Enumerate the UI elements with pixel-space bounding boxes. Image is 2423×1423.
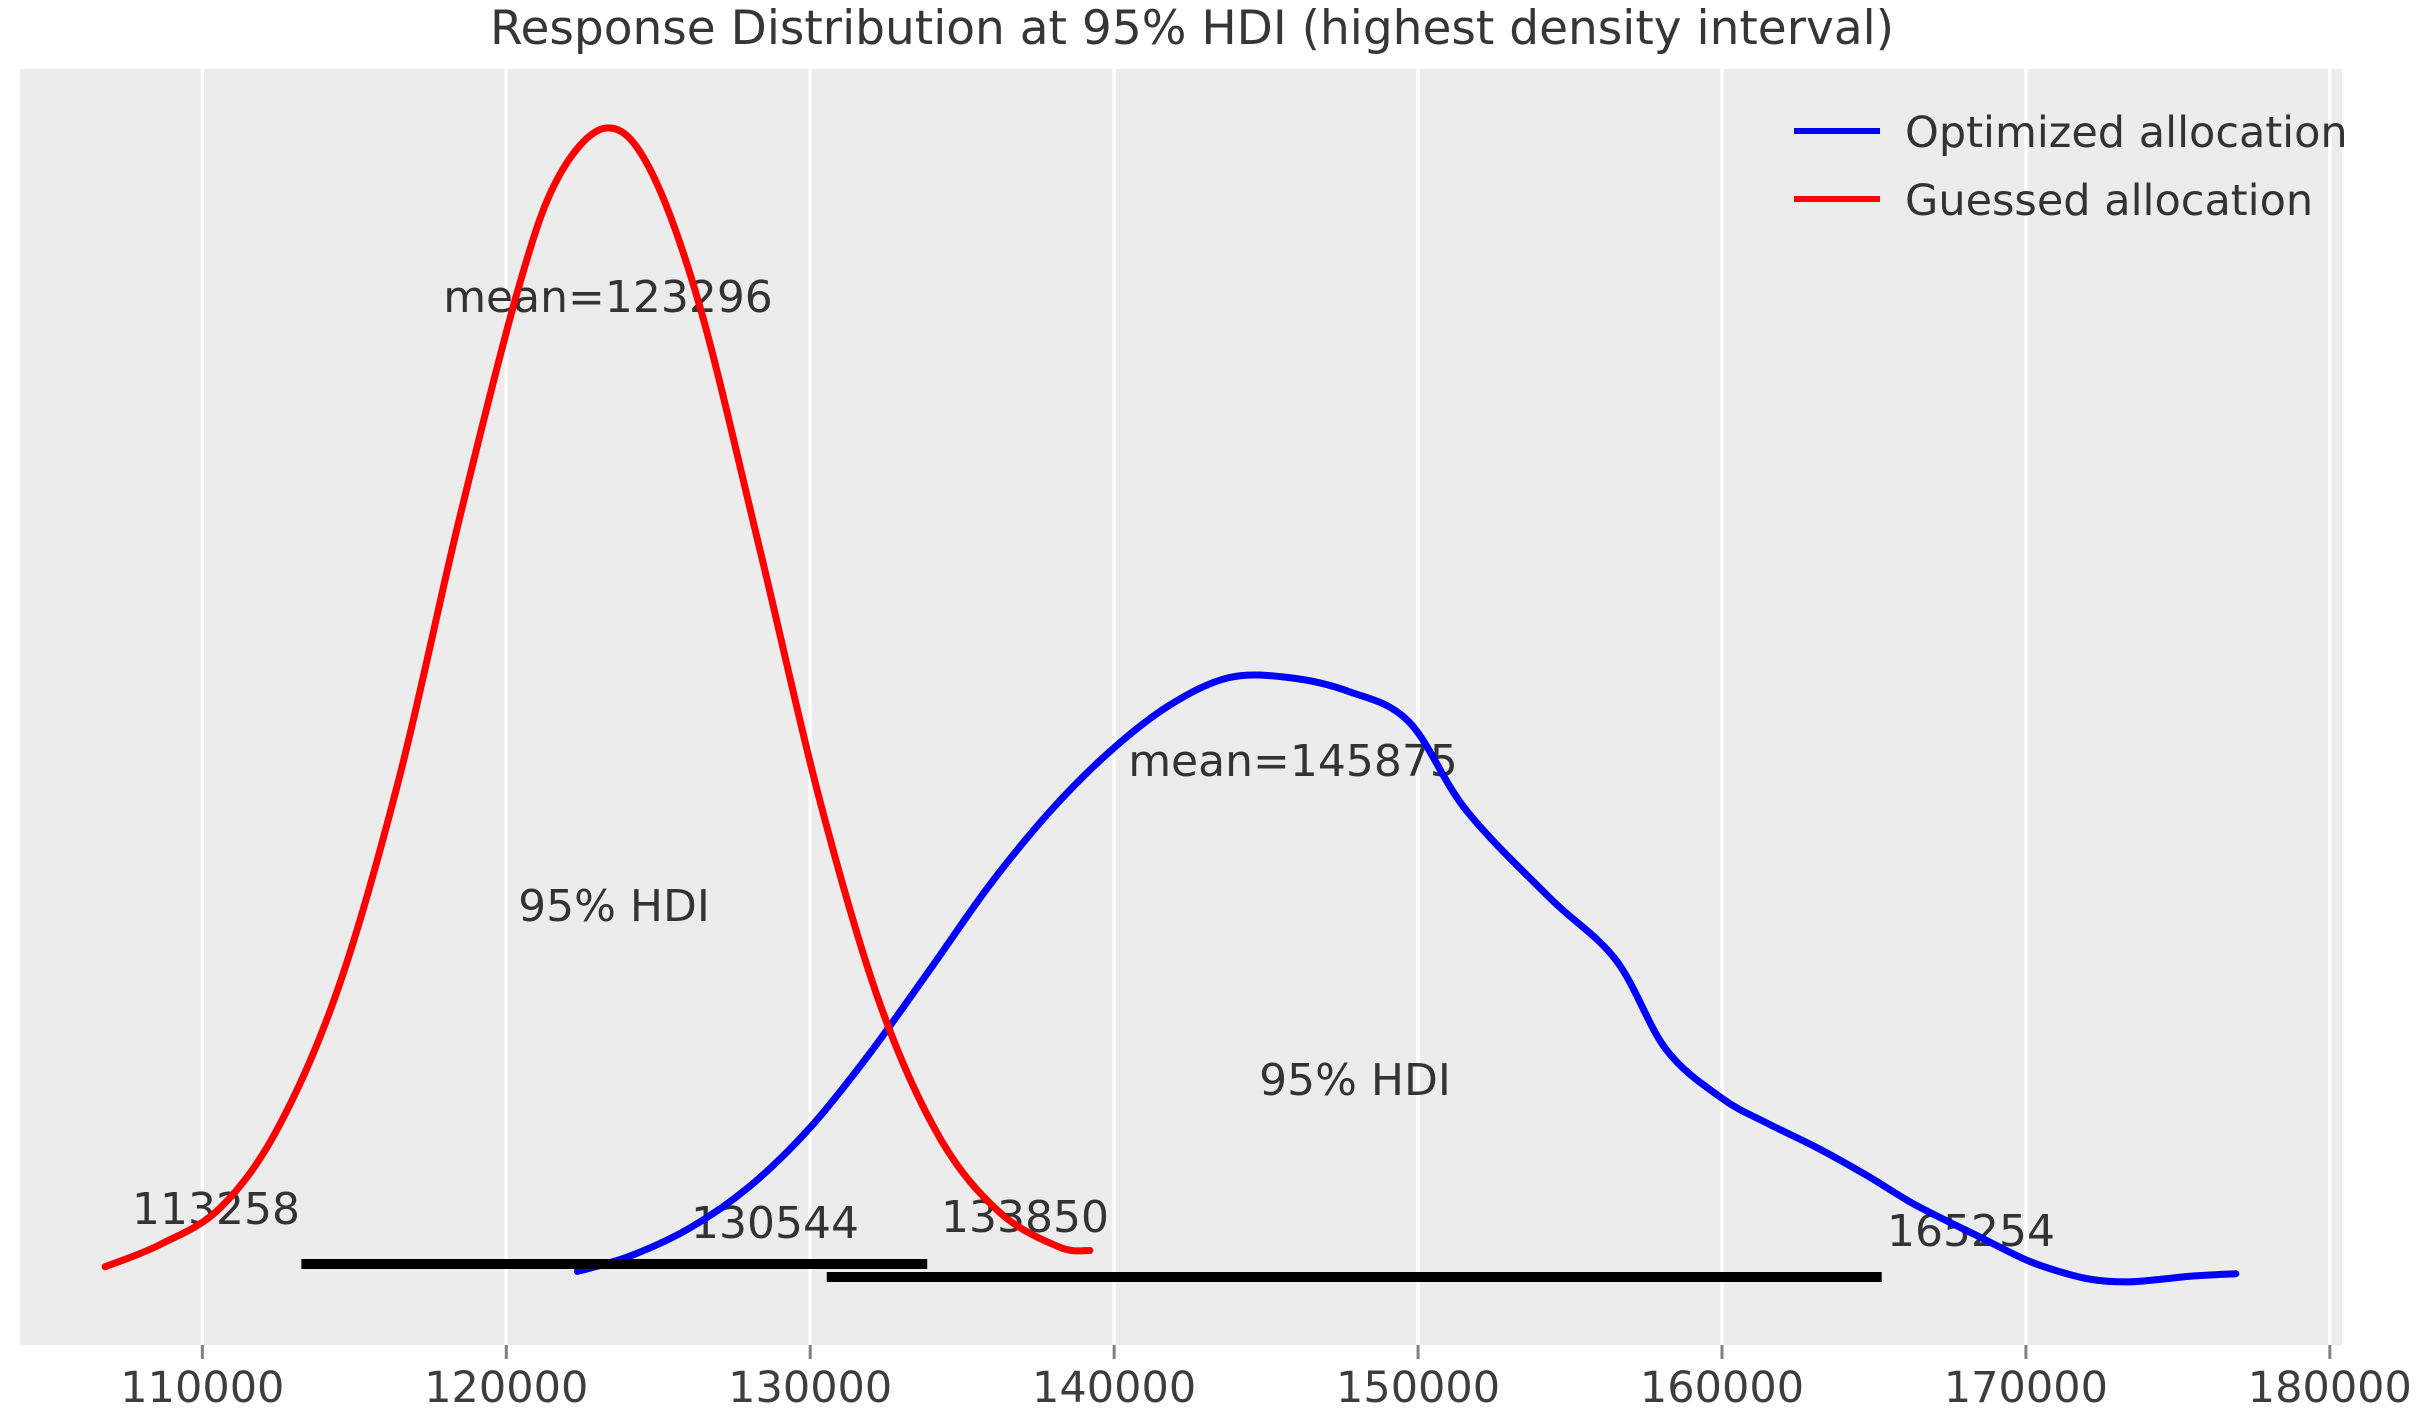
legend-label-optimized: Optimized allocation bbox=[1905, 108, 2348, 158]
hdi-lower-label-optimized: 130544 bbox=[691, 1198, 859, 1249]
x-tick-label: 110000 bbox=[120, 1363, 284, 1413]
hdi-title-optimized: 95% HDI bbox=[1259, 1055, 1451, 1106]
x-tick-label: 180000 bbox=[2248, 1363, 2412, 1413]
x-tick-label: 130000 bbox=[728, 1363, 892, 1413]
mean-label-guessed: mean=123296 bbox=[443, 272, 773, 323]
guessed-curve bbox=[101, 124, 1094, 1271]
chart-title: Response Distribution at 95% HDI (highes… bbox=[490, 1, 1894, 56]
hdi-bars bbox=[301, 1259, 1882, 1282]
legend: Optimized allocation Guessed allocation bbox=[1794, 108, 2348, 226]
x-tick-label: 120000 bbox=[424, 1363, 588, 1413]
x-tick-label: 150000 bbox=[1336, 1363, 1500, 1413]
hdi-upper-label-guessed: 133850 bbox=[941, 1192, 1109, 1243]
plot-area bbox=[20, 69, 2342, 1345]
density-curves bbox=[101, 124, 2240, 1286]
hdi-title-guessed: 95% HDI bbox=[518, 881, 710, 932]
gridlines bbox=[200, 69, 2332, 1345]
annotations: mean=123296 mean=145875 95% HDI 95% HDI … bbox=[132, 272, 2055, 1257]
x-axis: 110000 120000 130000 140000 150000 160000 1700… bbox=[120, 1345, 2412, 1413]
mean-label-optimized: mean=145875 bbox=[1128, 736, 1458, 787]
x-tick-label: 160000 bbox=[1640, 1363, 1804, 1413]
optimized-curve bbox=[573, 671, 2240, 1286]
x-tick-label: 170000 bbox=[1944, 1363, 2108, 1413]
legend-label-guessed: Guessed allocation bbox=[1905, 176, 2313, 226]
x-tick-label: 140000 bbox=[1032, 1363, 1196, 1413]
